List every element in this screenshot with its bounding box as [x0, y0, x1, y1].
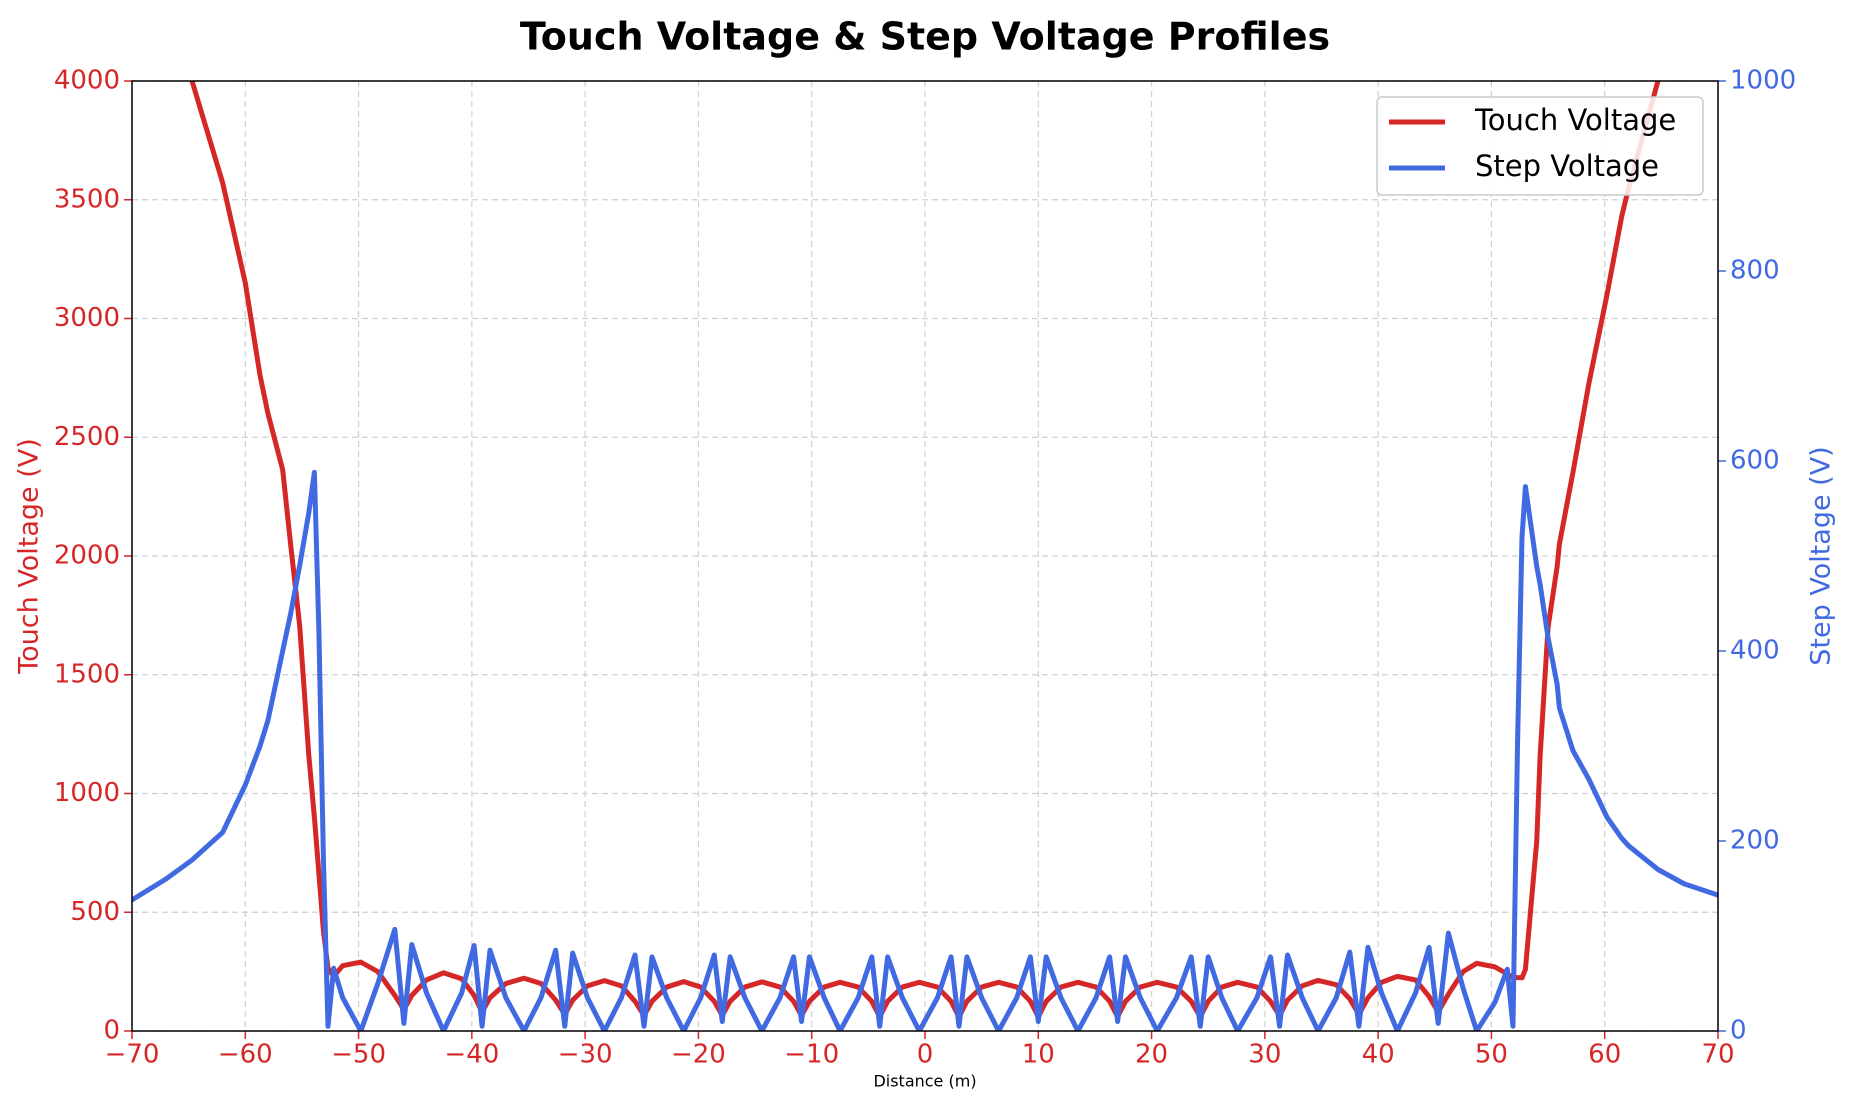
x-tick-label: 70: [1701, 1040, 1734, 1070]
y-tick-label: 2000: [54, 541, 120, 571]
x-tick-label: 10: [1022, 1040, 1055, 1070]
x-tick-label: 20: [1135, 1040, 1168, 1070]
x-tick-label: 0: [917, 1040, 934, 1070]
y-tick-label: 500: [70, 897, 120, 927]
y2-axis-label: Step Voltage (V): [1806, 446, 1837, 665]
x-tick-label: 40: [1362, 1040, 1395, 1070]
x-tick-label: −30: [558, 1040, 613, 1070]
y-axis-label: Touch Voltage (V): [14, 438, 45, 674]
y-tick-label: 4000: [54, 66, 120, 96]
y2-tick-label: 800: [1730, 256, 1780, 286]
x-tick-label: 60: [1588, 1040, 1621, 1070]
y2-tick-label: 600: [1730, 446, 1780, 476]
x-tick-label: −60: [218, 1040, 273, 1070]
y-tick-label: 3000: [54, 303, 120, 333]
y2-tick-label: 0: [1730, 1016, 1747, 1046]
x-axis-label: Distance (m): [873, 1072, 976, 1091]
y-tick-label: 2500: [54, 422, 120, 452]
y-tick-label: 1000: [54, 778, 120, 808]
x-tick-label: −70: [105, 1040, 160, 1070]
y2-tick-label: 400: [1730, 636, 1780, 666]
plot-area: [132, 81, 1718, 1031]
legend-box: [1376, 96, 1704, 196]
legend-label: Touch Voltage: [1474, 103, 1676, 137]
x-tick-label: −50: [331, 1040, 386, 1070]
y-tick-label: 0: [103, 1016, 120, 1046]
x-tick-label: 50: [1475, 1040, 1508, 1070]
plot-frame: [131, 80, 1719, 1032]
y2-tick-label: 200: [1730, 826, 1780, 856]
legend-label: Step Voltage: [1475, 149, 1659, 183]
y2-tick-label: 1000: [1730, 66, 1796, 96]
x-tick-label: −40: [444, 1040, 499, 1070]
chart-title: Touch Voltage & Step Voltage Profiles: [520, 15, 1330, 59]
data-line: [132, 469, 1718, 1031]
x-tick-label: −10: [784, 1040, 839, 1070]
x-tick-label: 30: [1248, 1040, 1281, 1070]
y-tick-label: 1500: [54, 659, 120, 689]
y-tick-label: 3500: [54, 184, 120, 214]
x-tick-label: −20: [671, 1040, 726, 1070]
